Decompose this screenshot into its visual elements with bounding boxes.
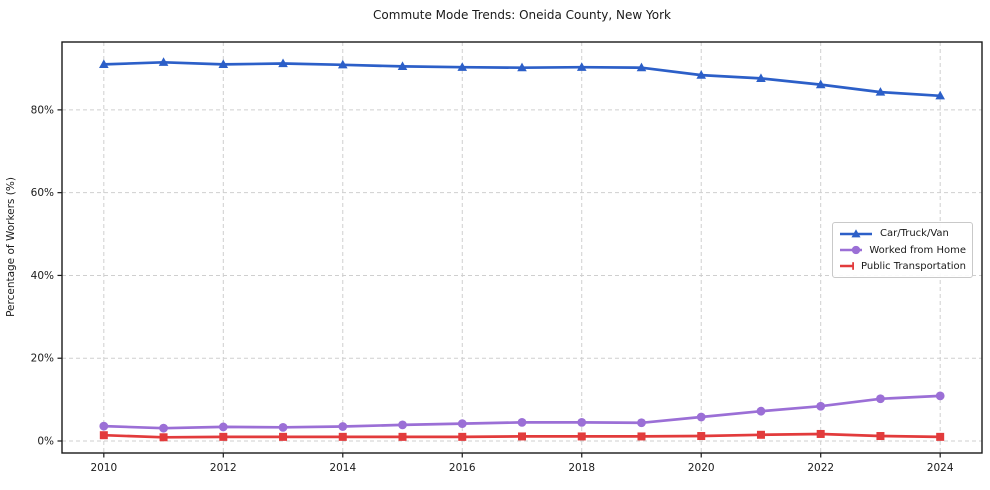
marker-public-transportation: [219, 432, 228, 441]
marker-worked-from-home: [159, 423, 168, 433]
x-tick-label: 2016: [449, 462, 476, 474]
marker-car-truck-van: [218, 59, 229, 68]
marker-public-transportation: [159, 433, 168, 442]
marker-public-transportation: [458, 432, 467, 441]
marker-worked-from-home: [816, 401, 826, 411]
marker-worked-from-home: [696, 412, 706, 422]
marker-public-transportation: [577, 432, 586, 441]
x-tick-label: 2010: [90, 462, 117, 474]
y-tick-label: 80%: [31, 104, 54, 116]
marker-worked-from-home: [637, 418, 646, 428]
legend-marker-triangle-up-icon: [840, 229, 872, 238]
marker-worked-from-home: [398, 420, 407, 430]
legend-marker-circle-icon: [840, 245, 863, 255]
y-tick-label: 20%: [31, 353, 54, 365]
marker-car-truck-van: [99, 59, 109, 68]
marker-worked-from-home: [457, 419, 467, 429]
legend: Car/Truck/Van Worked from Home Public Tran…: [832, 222, 973, 278]
legend-item-public-transportation: Public Transportation: [839, 259, 966, 274]
marker-worked-from-home: [218, 422, 228, 432]
legend-label: Car/Truck/Van: [880, 228, 949, 240]
marker-worked-from-home: [756, 406, 766, 416]
x-tick-label: 2018: [568, 462, 595, 474]
marker-public-transportation: [279, 432, 288, 441]
marker-worked-from-home: [935, 391, 945, 401]
marker-car-truck-van: [337, 59, 348, 69]
plot-frame: [61, 41, 983, 454]
marker-worked-from-home: [517, 417, 527, 427]
marker-car-truck-van: [457, 62, 468, 71]
marker-worked-from-home: [278, 422, 288, 432]
marker-worked-from-home: [99, 421, 109, 431]
y-tick-label: 0%: [37, 435, 54, 447]
legend-item-worked-from-home: Worked from Home: [839, 243, 966, 258]
marker-public-transportation: [338, 432, 347, 441]
marker-worked-from-home: [577, 417, 587, 427]
marker-car-truck-van: [158, 57, 169, 66]
marker-car-truck-van: [696, 70, 707, 79]
x-tick-label: 2014: [329, 462, 356, 474]
legend-label: Public Transportation: [861, 260, 966, 272]
x-tick-label: 2024: [927, 462, 954, 474]
marker-public-transportation: [518, 432, 526, 441]
marker-car-truck-van: [278, 58, 288, 68]
marker-car-truck-van: [636, 62, 647, 72]
marker-public-transportation: [816, 429, 825, 438]
marker-worked-from-home: [338, 422, 348, 431]
marker-worked-from-home: [876, 394, 885, 404]
legend-item-car-truck-van: Car/Truck/Van: [839, 226, 966, 241]
chart-title: Commute Mode Trends: Oneida County, New …: [373, 8, 671, 22]
marker-car-truck-van: [875, 87, 886, 96]
y-tick-label: 60%: [31, 187, 54, 199]
x-tick-label: 2022: [807, 462, 834, 474]
y-tick-label: 40%: [31, 270, 54, 282]
marker-car-truck-van: [815, 79, 826, 89]
marker-car-truck-van: [756, 73, 766, 83]
legend-marker-square-icon: [840, 262, 855, 271]
legend-marker-glyph: [851, 245, 861, 255]
marker-public-transportation: [936, 432, 945, 441]
marker-car-truck-van: [397, 61, 408, 71]
legend-marker-glyph: [851, 229, 861, 238]
marker-car-truck-van: [576, 62, 587, 71]
legend-label: Worked from Home: [869, 244, 966, 256]
marker-car-truck-van: [517, 62, 527, 72]
marker-public-transportation: [637, 432, 646, 441]
x-tick-label: 2020: [688, 462, 715, 474]
marker-public-transportation: [697, 432, 706, 441]
y-axis-label: Percentage of Workers (%): [5, 177, 17, 317]
legend-marker-glyph: [852, 262, 855, 271]
marker-public-transportation: [876, 432, 885, 441]
marker-car-truck-van: [935, 90, 945, 100]
marker-public-transportation: [99, 431, 108, 440]
marker-public-transportation: [756, 430, 765, 439]
x-tick-label: 2012: [210, 462, 237, 474]
marker-public-transportation: [398, 432, 407, 441]
